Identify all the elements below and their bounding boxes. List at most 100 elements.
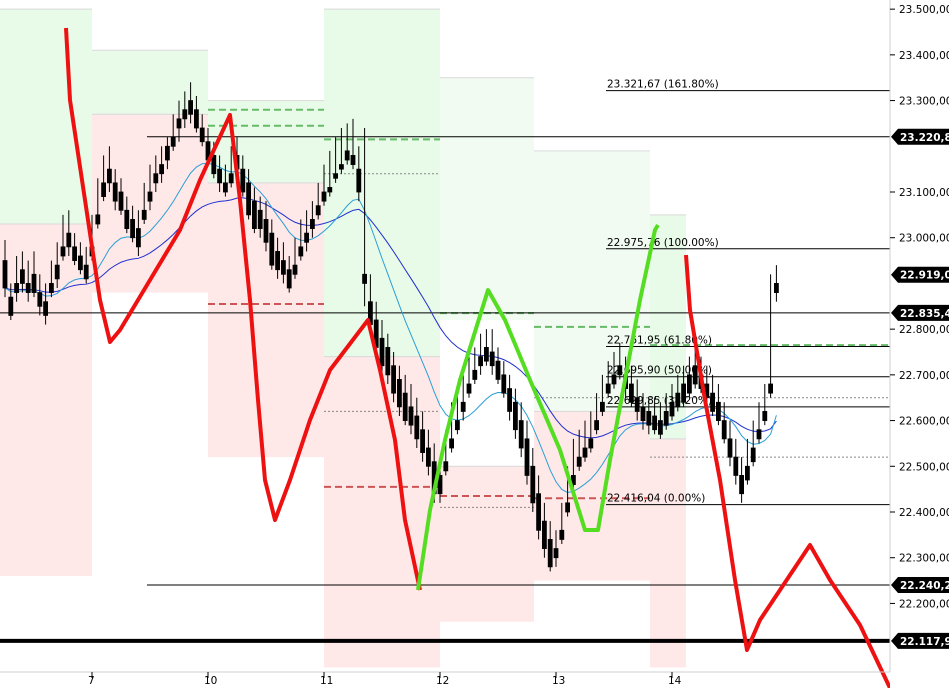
candle-body-2 <box>14 283 20 293</box>
candle-body-27 <box>159 164 165 175</box>
fib-label-3: 22.695,90 (50.00%) <box>607 365 712 377</box>
y-tick-label-11: 22.200,00 <box>899 598 949 610</box>
candle-body-99 <box>576 456 582 467</box>
candle-body-57 <box>333 173 339 179</box>
candle-body-10 <box>60 246 66 257</box>
candle-body-93 <box>542 520 547 549</box>
candle-body-4 <box>25 283 31 293</box>
candle-body-16 <box>95 214 101 225</box>
candle-body-54 <box>315 205 321 216</box>
candle-body-5 <box>31 273 37 293</box>
zone-10 <box>534 150 650 412</box>
y-tick-label-10: 22.300,00 <box>899 553 949 565</box>
y-tick-label-7: 22.600,00 <box>899 416 949 428</box>
candle-body-125 <box>727 438 733 458</box>
candle-body-23 <box>135 228 141 248</box>
candle-body-86 <box>501 374 507 394</box>
price-tag-label-1: 22.919,02 <box>900 270 949 282</box>
candle-body-118 <box>687 374 692 394</box>
zone-13 <box>650 438 686 668</box>
candle-body-131 <box>762 411 768 421</box>
candle-body-114 <box>663 411 669 426</box>
price-tag-label-2: 22.835,48 <box>900 308 949 320</box>
candle-body-60 <box>350 155 356 165</box>
candle-body-84 <box>489 351 495 367</box>
candle-body-80 <box>466 383 472 394</box>
candle-body-71 <box>414 415 420 440</box>
candle-body-3 <box>19 269 25 284</box>
candle-body-31 <box>182 109 188 120</box>
x-tick-label-1: 10 <box>204 675 217 687</box>
candle-body-124 <box>721 420 727 440</box>
candle-body-48 <box>280 260 286 275</box>
candle-body-85 <box>495 360 501 380</box>
candle-body-51 <box>298 246 304 257</box>
candle-body-49 <box>286 269 292 289</box>
candle-body-90 <box>524 438 530 476</box>
candle-body-9 <box>54 264 60 280</box>
candle-body-87 <box>507 388 513 412</box>
candle-body-66 <box>385 347 391 376</box>
candle-body-96 <box>559 529 565 540</box>
candle-body-34 <box>199 127 205 143</box>
price-tag-box-3 <box>891 577 949 594</box>
candle-body-61 <box>356 168 362 193</box>
fib-label-5: 22.416,04 (0.00%) <box>607 493 705 505</box>
candle-body-39 <box>228 173 234 184</box>
candle-body-36 <box>211 155 217 175</box>
candle-body-56 <box>327 187 333 193</box>
x-tick-label-5: 14 <box>668 675 682 687</box>
y-axis-panel <box>890 0 949 688</box>
candle-body-108 <box>629 383 634 403</box>
annotation-green-path <box>416 223 660 591</box>
y-tick-label-8: 22.500,00 <box>899 461 949 473</box>
y-tick-label-1: 23.400,00 <box>899 50 949 62</box>
candle-body-18 <box>107 168 112 184</box>
candle-body-17 <box>101 182 106 197</box>
candle-body-110 <box>640 406 646 421</box>
candle-body-129 <box>750 447 756 463</box>
price-tag-box-1 <box>891 266 949 283</box>
y-tick-label-3: 23.100,00 <box>899 187 949 199</box>
candle-body-116 <box>675 392 681 408</box>
candle-body-38 <box>222 182 228 193</box>
candle-body-111 <box>646 411 652 426</box>
candle-body-42 <box>246 182 252 216</box>
candle-body-79 <box>460 401 466 412</box>
candle-body-45 <box>263 219 269 243</box>
x-tick-label-0: 7 <box>88 675 95 687</box>
candle-body-46 <box>269 232 275 266</box>
price-tag-box-4 <box>891 632 949 649</box>
candle-body-102 <box>594 420 599 431</box>
price-tag-box-0 <box>891 128 949 145</box>
candle-body-24 <box>141 209 147 220</box>
candle-body-6 <box>37 292 43 307</box>
zone-7 <box>324 356 440 668</box>
candle-body-67 <box>391 365 397 394</box>
y-tick-label-2: 23.300,00 <box>899 96 949 108</box>
candle-body-123 <box>716 401 721 421</box>
fib-label-0: 23.321,67 (161.80%) <box>607 79 719 91</box>
zone-1 <box>0 224 92 576</box>
candle-body-69 <box>402 392 408 421</box>
candle-body-92 <box>536 493 541 531</box>
candle-body-29 <box>170 136 176 147</box>
candle-body-55 <box>321 191 327 202</box>
annotation-red-path <box>64 27 422 591</box>
x-tick-label-2: 11 <box>320 675 333 687</box>
candle-body-95 <box>553 548 559 559</box>
candle-body-19 <box>112 182 118 202</box>
candle-body-53 <box>309 219 315 229</box>
candle-body-37 <box>217 168 223 184</box>
candle-body-41 <box>240 168 246 193</box>
zone-8 <box>440 77 534 320</box>
candle-body-22 <box>130 219 136 239</box>
candle-body-68 <box>396 379 402 408</box>
candle-body-1 <box>8 296 14 316</box>
candle-body-26 <box>153 173 159 184</box>
candle-body-30 <box>176 118 182 129</box>
candle-body-62 <box>362 273 368 284</box>
y-tick-label-0: 23.500,00 <box>899 4 949 16</box>
candle-body-32 <box>188 100 194 115</box>
